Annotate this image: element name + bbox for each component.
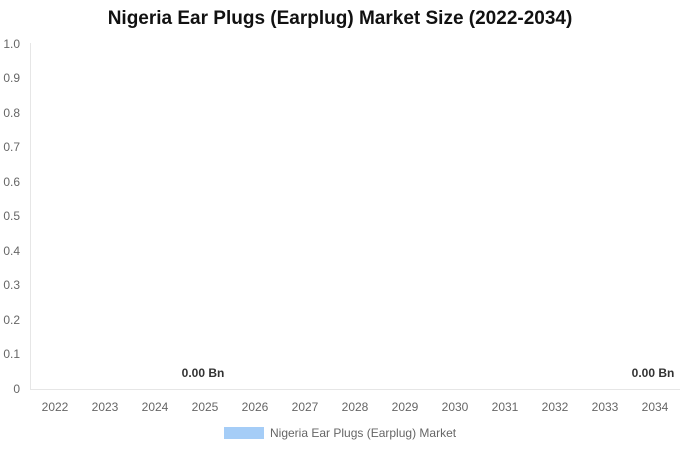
y-tick: 0.4 — [3, 244, 20, 258]
data-label-2025: 0.00 Bn — [181, 366, 225, 380]
y-axis-line — [30, 43, 31, 389]
y-tick: 1.0 — [3, 37, 20, 51]
x-tick: 2032 — [541, 400, 569, 414]
chart-title: Nigeria Ear Plugs (Earplug) Market Size … — [107, 8, 573, 29]
y-tick: 0.8 — [3, 106, 20, 120]
x-tick: 2028 — [341, 400, 369, 414]
y-tick: 0.7 — [3, 140, 20, 154]
legend[interactable]: Nigeria Ear Plugs (Earplug) Market — [224, 426, 456, 440]
legend-swatch — [224, 427, 264, 439]
x-tick: 2024 — [141, 400, 169, 414]
y-tick: 0.2 — [3, 313, 20, 327]
x-tick: 2029 — [391, 400, 419, 414]
x-tick: 2023 — [91, 400, 119, 414]
y-tick: 0 — [13, 382, 20, 396]
y-tick: 0.5 — [3, 209, 20, 223]
x-tick: 2034 — [641, 400, 669, 414]
x-tick: 2030 — [441, 400, 469, 414]
x-tick: 2027 — [291, 400, 319, 414]
data-label-2034: 0.00 Bn — [631, 366, 675, 380]
y-tick: 0.3 — [3, 278, 20, 292]
x-tick: 2031 — [491, 400, 519, 414]
x-axis-line — [30, 389, 680, 390]
x-tick: 2022 — [41, 400, 69, 414]
x-tick: 2026 — [241, 400, 269, 414]
y-tick: 0.9 — [3, 71, 20, 85]
legend-label: Nigeria Ear Plugs (Earplug) Market — [270, 426, 457, 440]
x-tick: 2033 — [591, 400, 619, 414]
y-tick: 0.1 — [3, 347, 20, 361]
x-tick: 2025 — [191, 400, 219, 414]
y-tick: 0.6 — [3, 175, 20, 189]
